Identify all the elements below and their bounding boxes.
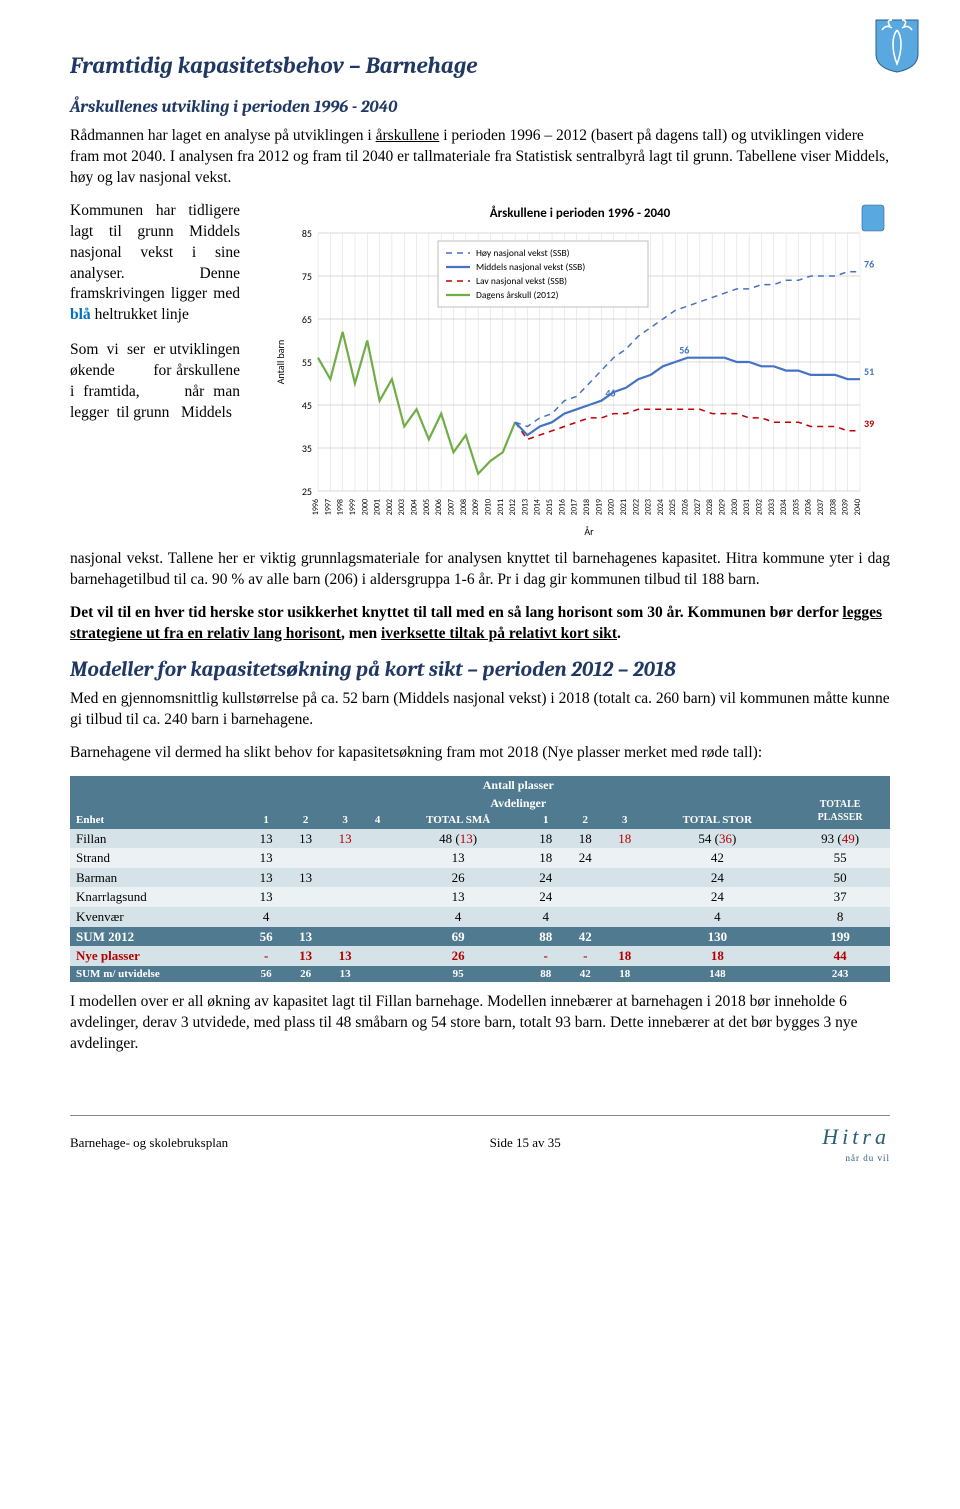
svg-text:2025: 2025 <box>668 499 678 515</box>
closing-paragraph: I modellen over er all økning av kapasit… <box>70 992 890 1055</box>
svg-text:2028: 2028 <box>705 499 715 515</box>
svg-text:56: 56 <box>679 343 689 356</box>
svg-text:Middels nasjonal vekst (SSB): Middels nasjonal vekst (SSB) <box>476 261 585 273</box>
svg-text:2023: 2023 <box>644 499 654 515</box>
bold-strategy-paragraph: Det vil til en hver tid herske stor usik… <box>70 603 890 645</box>
footer-center: Side 15 av 35 <box>490 1134 561 1152</box>
models-para-1: Med en gjennomsnittlig kullstørrelse på … <box>70 689 890 731</box>
left-column-text: Kommunen har tidligere lagt til grunn Mi… <box>70 201 250 436</box>
svg-text:1996: 1996 <box>311 499 321 515</box>
svg-text:2033: 2033 <box>767 499 777 515</box>
svg-text:2015: 2015 <box>545 499 555 515</box>
svg-text:2006: 2006 <box>434 499 444 515</box>
svg-text:75: 75 <box>302 270 312 283</box>
svg-text:2027: 2027 <box>693 499 703 515</box>
svg-text:2030: 2030 <box>730 499 740 515</box>
svg-text:År: År <box>584 525 594 538</box>
footer-brand-text: Hitra <box>822 1124 890 1149</box>
svg-text:2014: 2014 <box>533 499 543 515</box>
svg-text:2021: 2021 <box>619 499 629 515</box>
svg-text:65: 65 <box>302 313 312 326</box>
svg-text:2010: 2010 <box>483 499 493 515</box>
svg-text:39: 39 <box>864 417 874 430</box>
svg-text:2039: 2039 <box>841 499 851 515</box>
svg-text:46: 46 <box>605 386 615 399</box>
svg-text:2000: 2000 <box>360 499 370 515</box>
svg-text:Lav nasjonal vekst (SSB): Lav nasjonal vekst (SSB) <box>476 275 567 287</box>
svg-text:1997: 1997 <box>323 499 333 515</box>
svg-text:51: 51 <box>864 365 874 378</box>
svg-text:2020: 2020 <box>607 499 617 515</box>
svg-text:2036: 2036 <box>804 499 814 515</box>
cohort-chart: Årskullene i perioden 1996 - 2040 25 35 45 5… <box>270 201 890 541</box>
svg-text:2031: 2031 <box>742 499 752 515</box>
svg-text:1998: 1998 <box>336 499 346 515</box>
svg-text:2007: 2007 <box>447 499 457 515</box>
svg-text:2022: 2022 <box>631 499 641 515</box>
svg-text:2019: 2019 <box>594 499 604 515</box>
svg-text:2012: 2012 <box>508 499 518 515</box>
svg-text:Årskullene i perioden 1996 - 2: Årskullene i perioden 1996 - 2040 <box>490 205 671 221</box>
svg-text:Antall barn: Antall barn <box>274 339 287 384</box>
main-heading: Framtidig kapasitetsbehov – Barnehage <box>70 50 890 81</box>
capacity-table: Antall plasserAvdelingerTOTALEPLASSEREnh… <box>70 776 890 983</box>
svg-text:2026: 2026 <box>681 499 691 515</box>
page-footer: Barnehage- og skolebruksplan Side 15 av … <box>70 1115 890 1164</box>
svg-text:2008: 2008 <box>459 499 469 515</box>
svg-text:2003: 2003 <box>397 499 407 515</box>
svg-text:45: 45 <box>302 399 312 412</box>
models-heading: Modeller for kapasitetsøkning på kort si… <box>70 656 890 684</box>
svg-text:2005: 2005 <box>422 499 432 515</box>
svg-text:2029: 2029 <box>718 499 728 515</box>
shield-logo-icon <box>874 18 920 74</box>
svg-text:2011: 2011 <box>496 499 506 515</box>
svg-text:76: 76 <box>864 257 874 270</box>
svg-text:1999: 1999 <box>348 499 358 515</box>
svg-text:2040: 2040 <box>853 499 863 515</box>
svg-text:2009: 2009 <box>471 499 481 515</box>
models-para-2: Barnehagene vil dermed ha slikt behov fo… <box>70 743 890 764</box>
svg-text:55: 55 <box>302 356 312 369</box>
svg-text:2013: 2013 <box>520 499 530 515</box>
svg-text:35: 35 <box>302 442 312 455</box>
sub-heading: Årskullenes utvikling i perioden 1996 - … <box>70 97 890 120</box>
svg-text:2024: 2024 <box>656 499 666 515</box>
svg-text:2018: 2018 <box>582 499 592 515</box>
svg-text:2037: 2037 <box>816 499 826 515</box>
svg-text:2035: 2035 <box>791 499 801 515</box>
svg-text:2016: 2016 <box>557 499 567 515</box>
after-chart-paragraph: nasjonal vekst. Tallene her er viktig gr… <box>70 549 890 591</box>
svg-text:2004: 2004 <box>410 499 420 515</box>
svg-text:85: 85 <box>302 227 312 240</box>
svg-text:2001: 2001 <box>373 499 383 515</box>
svg-text:2017: 2017 <box>570 499 580 515</box>
svg-text:2002: 2002 <box>385 499 395 515</box>
svg-text:2038: 2038 <box>828 499 838 515</box>
footer-brand-logo: Hitra når du vil <box>822 1122 890 1164</box>
svg-text:25: 25 <box>302 485 312 498</box>
svg-text:2034: 2034 <box>779 499 789 515</box>
svg-text:Høy nasjonal vekst (SSB): Høy nasjonal vekst (SSB) <box>476 247 570 259</box>
intro-paragraph: Rådmannen har laget en analyse på utvikl… <box>70 126 890 189</box>
footer-left: Barnehage- og skolebruksplan <box>70 1134 228 1152</box>
svg-text:Dagens årskull (2012): Dagens årskull (2012) <box>476 289 559 301</box>
footer-brand-sub: når du vil <box>822 1152 890 1164</box>
svg-text:2032: 2032 <box>754 499 764 515</box>
